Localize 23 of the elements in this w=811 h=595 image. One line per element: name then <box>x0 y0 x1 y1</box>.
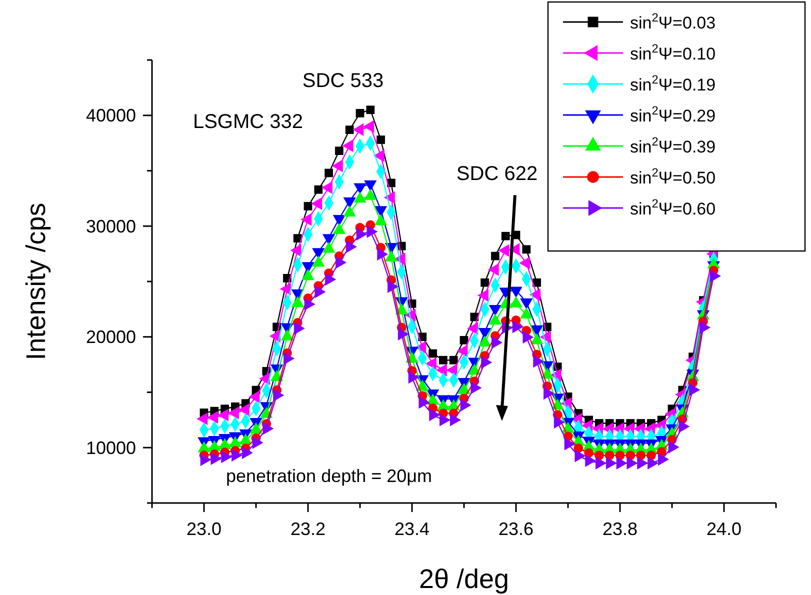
x-tick-label: 23.4 <box>394 519 430 539</box>
y-tick-label: 40000 <box>86 106 136 126</box>
x-tick-label: 23.6 <box>498 519 534 539</box>
legend-label: sin$^{2}$Ψ=0.03 <box>630 10 716 32</box>
legend-label: sin$^{2}$Ψ=0.19 <box>630 72 716 94</box>
legend-label: sin$^{2}$Ψ=0.39 <box>630 134 716 156</box>
x-tick-label: 23.0 <box>186 519 222 539</box>
y-axis-title: Intensity /cps <box>21 202 51 360</box>
annotation: SDC 533 <box>302 70 384 92</box>
annotation: penetration depth = 20μm <box>226 466 432 486</box>
legend-label: sin$^{2}$Ψ=0.10 <box>630 41 716 64</box>
y-tick-label: 30000 <box>86 216 136 236</box>
annotation: LSGMC 332 <box>192 111 304 133</box>
y-tick-label: 20000 <box>86 327 136 348</box>
legend-label: sin$^{2}$Ψ=0.29 <box>630 103 716 126</box>
x-tick-label: 23.8 <box>602 519 638 539</box>
y-tick-label: 10000 <box>86 438 136 458</box>
legend-label: sin$^{2}$Ψ=0.50 <box>630 165 716 188</box>
annotation: SDC 622 <box>456 163 538 185</box>
x-axis-title: 2θ /deg <box>418 564 510 594</box>
x-tick-label: 23.2 <box>290 519 326 539</box>
legend-label: sin$^{2}$Ψ=0.60 <box>630 196 716 218</box>
x-tick-label: 24.0 <box>706 519 742 539</box>
